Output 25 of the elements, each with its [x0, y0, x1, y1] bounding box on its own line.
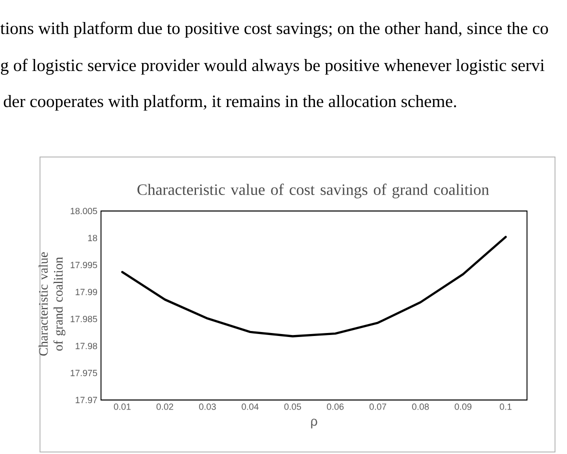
- text: der cooperates with platform, it remains in the allocation scheme.: [4, 94, 456, 111]
- chart-title: Characteristic value of cost savings of grand coalition: [137, 184, 489, 198]
- x-tick-label: 0.02: [156, 404, 174, 410]
- line-series: [121, 236, 507, 338]
- x-tick-label: 0.03: [199, 404, 216, 410]
- y-tick-label: 17.985: [70, 316, 98, 322]
- x-tick-label: 0.05: [284, 404, 302, 410]
- y-axis-title: Characteristic value of grand coalition: [38, 252, 66, 356]
- text: g of logistic service provider would always be positive whenever logistic servi: [0, 58, 544, 75]
- y-tick-label: 17.97: [76, 396, 98, 404]
- y-tick-label: 17.98: [76, 342, 98, 350]
- x-axis-title: ρ: [311, 418, 318, 428]
- x-tick-label: 0.01: [114, 404, 131, 410]
- y-tick-label: 17.99: [76, 288, 98, 296]
- y-tick-label: 17.995: [70, 262, 98, 268]
- x-tick-label: 0.08: [412, 404, 429, 410]
- x-tick-label: 0.07: [370, 404, 386, 410]
- text: tions with platform due to positive cost savings; on the other hand, since the co: [0, 22, 548, 38]
- x-tick-label: 0.04: [242, 404, 259, 410]
- y-tick-label: 18: [88, 234, 98, 242]
- x-tick-label: 0.06: [326, 404, 344, 410]
- x-tick-label: 0.1: [500, 404, 512, 410]
- y-tick-label: 18.005: [70, 208, 98, 214]
- x-tick-label: 0.09: [454, 404, 472, 410]
- y-tick-label: 17.975: [70, 370, 98, 376]
